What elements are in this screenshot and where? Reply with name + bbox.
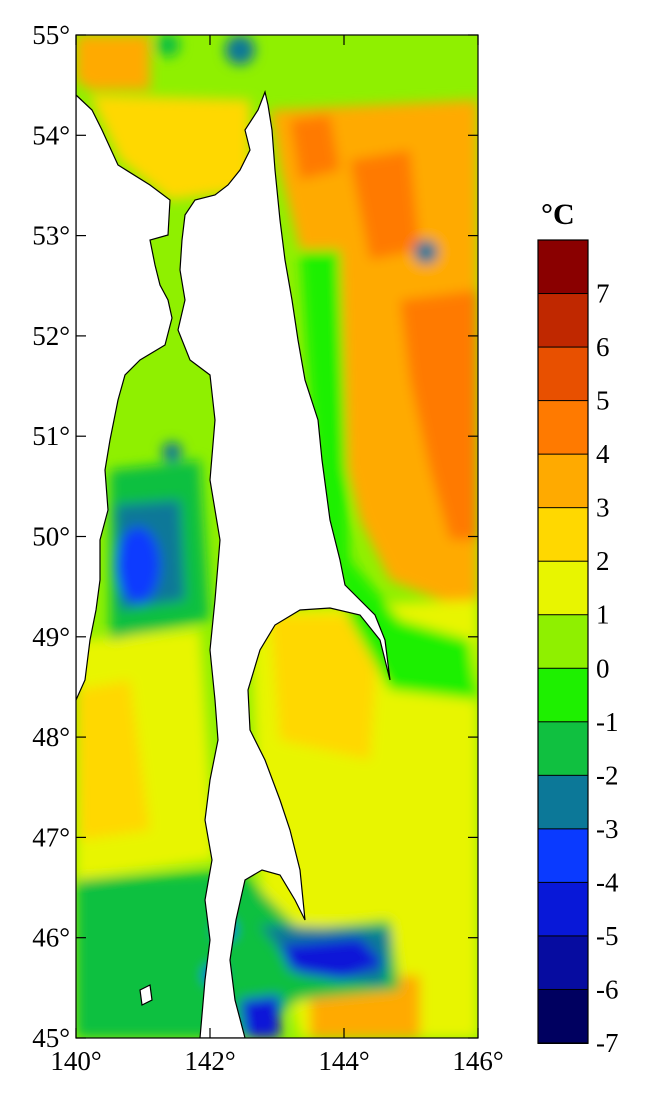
colorbar-segment <box>537 560 589 616</box>
y-tick-label: 55° <box>32 20 70 50</box>
colorbar-segment <box>537 828 589 884</box>
cold-spot-north2 <box>156 35 180 57</box>
colorbar-label: 7 <box>596 279 610 309</box>
coastal-inlet <box>139 984 153 1006</box>
warm-region-east <box>270 100 478 610</box>
cold-region-south-outer <box>76 870 400 1038</box>
warm-region-northeast <box>290 115 340 180</box>
mainland-land <box>76 35 173 701</box>
colorbar-label: 6 <box>596 332 610 362</box>
warm-region-northwest <box>90 95 250 200</box>
colorbar-segment <box>537 667 589 723</box>
warm-region-ne2 <box>350 150 420 260</box>
cold-core-west <box>116 527 160 603</box>
colorbar-label: -7 <box>596 1028 619 1058</box>
colorbar-label: 2 <box>596 546 610 576</box>
colorbar-label: 5 <box>596 386 610 416</box>
warm-region-east-core <box>400 290 478 540</box>
colorbar-label: -2 <box>596 760 619 790</box>
colorbar-segment <box>537 774 589 830</box>
y-tick-label: 52° <box>32 321 70 351</box>
x-axis-labels: 140° 142° 144° 146° <box>50 1046 503 1076</box>
y-tick-label: 46° <box>32 923 70 953</box>
x-tick-label: 142° <box>184 1046 235 1076</box>
cold-core-south2 <box>240 995 280 1038</box>
x-tick-label: 146° <box>452 1046 503 1076</box>
temperature-field <box>76 35 478 1038</box>
colorbar-label: -5 <box>596 921 619 951</box>
colorbar-label: 1 <box>596 600 610 630</box>
colorbar-segment <box>537 988 589 1045</box>
cold-core-south <box>280 938 385 980</box>
y-tick-label: 51° <box>32 421 70 451</box>
colorbar-unit: °C <box>541 198 575 231</box>
colorbar-label: -4 <box>596 867 619 897</box>
colorbar-segment <box>537 346 589 402</box>
y-tick-label: 45° <box>32 1023 70 1053</box>
warm-region-northwest-orange <box>76 35 150 90</box>
colorbar-segment <box>537 507 589 563</box>
sakhalin-island <box>177 89 391 1038</box>
colorbar-segment <box>537 293 589 349</box>
colorbar-label: -1 <box>596 707 619 737</box>
y-tick-label: 48° <box>32 722 70 752</box>
warm-region-west-orange <box>76 680 150 840</box>
colorbar-segment <box>537 935 589 991</box>
cold-spot-north <box>225 35 255 65</box>
colorbar-label: 4 <box>596 439 610 469</box>
cold-spot-east <box>414 240 438 264</box>
warm-region-south-orange <box>270 615 380 760</box>
colorbar-segment <box>537 881 589 937</box>
colorbar-frame <box>537 239 589 1044</box>
colorbar: 7 6 5 4 3 2 1 0 -1 -2 -3 -4 -5 -6 -7 <box>537 239 619 1058</box>
colorbar-label: -3 <box>596 814 619 844</box>
y-tick-label: 49° <box>32 622 70 652</box>
colorbar-segment <box>537 453 589 509</box>
cold-spot-51n <box>162 442 182 462</box>
colorbar-segment <box>537 239 589 295</box>
colorbar-label: -6 <box>596 974 619 1004</box>
y-tick-label: 54° <box>32 120 70 150</box>
colorbar-segment <box>537 400 589 456</box>
x-tick-label: 144° <box>318 1046 369 1076</box>
x-tick-label: 140° <box>50 1046 101 1076</box>
colorbar-segment <box>537 614 589 670</box>
y-tick-label: 47° <box>32 822 70 852</box>
y-tick-label: 50° <box>32 522 70 552</box>
colorbar-label: 0 <box>596 653 610 683</box>
y-tick-label: 53° <box>32 221 70 251</box>
axis-ticks <box>75 34 479 1039</box>
colorbar-label: 3 <box>596 493 610 523</box>
y-axis-labels: 45° 46° 47° 48° 49° 50° 51° 52° 53° 54° 55° <box>32 20 70 1053</box>
colorbar-segment <box>537 721 589 777</box>
